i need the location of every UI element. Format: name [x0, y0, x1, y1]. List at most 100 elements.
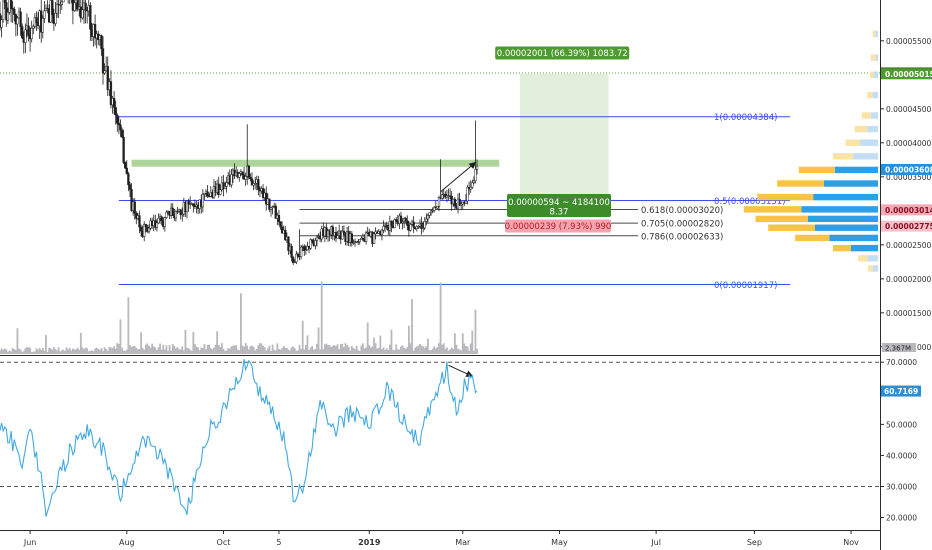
range-measure-bg [507, 194, 611, 217]
volume-bar [406, 347, 409, 354]
volume-bar [200, 347, 203, 354]
volume-bar [312, 349, 315, 354]
volume-bar [306, 335, 309, 354]
candle-body [74, 0, 78, 4]
volume-bar [72, 348, 74, 354]
volume-bar [339, 344, 342, 354]
volume-bar [84, 347, 87, 354]
candle-body [315, 236, 319, 241]
volume-bar [225, 350, 228, 354]
volume-profile-down [845, 139, 860, 146]
volume-bar [279, 349, 282, 354]
volume-bar [227, 348, 230, 354]
volume-bar [21, 351, 24, 354]
candle-body [127, 173, 130, 185]
volume-bar [186, 347, 188, 354]
volume-bar [333, 345, 336, 354]
candle-body [41, 18, 44, 33]
volume-profile-up [872, 91, 878, 99]
candle-body [404, 218, 407, 222]
drop-measure-label: 0.00000239 (7.93%) 990 [505, 222, 612, 232]
volume-bar [344, 343, 347, 354]
candle-body [114, 107, 117, 116]
candle-body [165, 211, 168, 218]
price-axis-label: 0.00004000 [886, 139, 932, 148]
volume-bar [374, 343, 377, 354]
volume-bar [373, 337, 375, 354]
candle-body [122, 136, 125, 163]
rsi-divergence-arrow[interactable] [448, 364, 474, 377]
volume-bar [211, 349, 214, 354]
volume-bar [472, 350, 475, 354]
volume-bar [165, 345, 168, 354]
candle-body [203, 193, 206, 195]
volume-bar [396, 349, 399, 354]
volume-bar [152, 346, 155, 354]
candle-body [277, 215, 281, 222]
volume-bar [371, 346, 374, 354]
volume-bar [51, 349, 54, 354]
volume-bar [13, 349, 16, 354]
volume-bar [384, 350, 387, 354]
volume-profile-up [824, 180, 878, 187]
fib-level-label: 0(0.00001917) [714, 281, 777, 291]
volume-bar [22, 351, 25, 354]
candle-body [238, 173, 241, 178]
volume-bar [427, 338, 429, 354]
candle-body [106, 66, 109, 91]
candle-body [219, 189, 222, 195]
volume-bar [11, 347, 14, 354]
volume-bar [327, 344, 329, 354]
volume-bar [285, 348, 288, 354]
volume-bar [352, 348, 355, 354]
candle-body [60, 1, 63, 5]
volume-bar [249, 346, 252, 354]
volume-bar [86, 348, 89, 354]
volume-bar [170, 350, 173, 354]
volume-bar [64, 350, 66, 354]
volume-profile-layer [743, 30, 878, 272]
volume-bar [460, 350, 463, 354]
volume-profile-down [869, 71, 874, 78]
candle-body [311, 239, 314, 242]
volume-bar [213, 347, 215, 354]
volume-bar [323, 344, 326, 354]
price-trend-arrow[interactable] [440, 161, 477, 193]
volume-bar [436, 347, 439, 354]
volume-bar [238, 350, 241, 354]
volume-bar [67, 349, 70, 354]
time-axis-label: Oct [217, 538, 231, 547]
volume-bar [157, 347, 160, 354]
candle-body [372, 233, 376, 245]
candle-body [223, 186, 227, 189]
price-tag-label: 0.00003608 [885, 165, 932, 174]
volume-profile-down [872, 30, 876, 38]
candle-body [334, 232, 338, 239]
volume-bar [449, 349, 451, 354]
volume-bar [78, 349, 81, 354]
annotation-layer[interactable]: 0.00002001 (66.39%) 1083.72 0.00000594 ~ … [440, 46, 630, 377]
candle-body [309, 239, 312, 249]
volume-bar [133, 346, 136, 354]
candle-body [89, 5, 92, 30]
volume-bar [303, 349, 306, 354]
price-tag-bg [881, 163, 932, 175]
volume-bar [30, 351, 33, 354]
candle-body [43, 10, 46, 19]
drop-measure-label-bg [505, 219, 611, 233]
volume-bar [347, 346, 350, 354]
candle-body [352, 242, 355, 244]
volume-bar [336, 344, 339, 354]
volume-bar [8, 350, 11, 354]
fib-level-label: 1(0.00004384) [714, 113, 777, 123]
volume-bar [146, 343, 149, 354]
volume-bar [276, 343, 279, 354]
candle-body [11, 8, 14, 10]
volume-bar [108, 346, 111, 354]
volume-bar [129, 344, 131, 354]
price-axis-label: 0.00002500 [886, 241, 932, 250]
candle-body [5, 2, 8, 21]
volume-bar [140, 332, 142, 354]
